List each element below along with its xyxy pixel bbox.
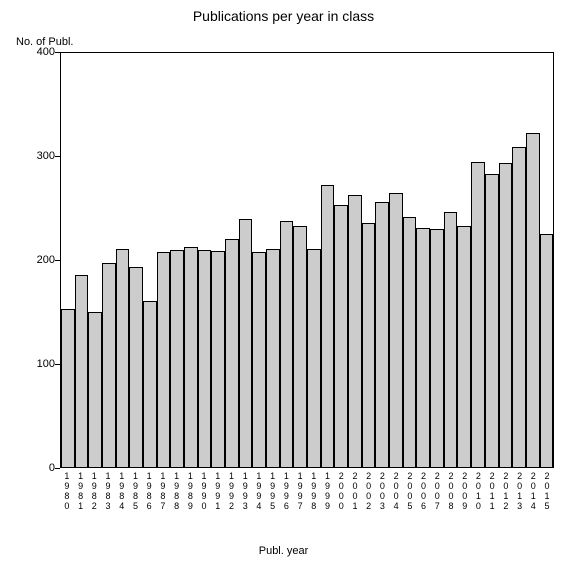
bar [102,263,116,467]
bar [471,162,485,467]
bar [170,250,184,467]
chart-title: Publications per year in class [0,8,567,24]
bar [280,221,294,467]
x-tick-label: 1 9 9 7 [293,472,307,512]
x-tick-label: 1 9 8 4 [115,472,129,512]
x-tick-label: 1 9 9 9 [321,472,335,512]
bar [88,312,102,467]
bar [293,226,307,467]
bar [225,239,239,467]
x-tick-label: 2 0 0 6 [417,472,431,512]
plot-area [60,52,554,468]
x-tick-label: 1 9 9 5 [266,472,280,512]
bar [307,249,321,467]
y-tick-label: 200 [37,254,55,266]
chart-container: Publications per year in class No. of Pu… [0,0,567,567]
bar [430,229,444,467]
x-tick-label: 1 9 8 1 [74,472,88,512]
bar [348,195,362,467]
x-tick-label: 2 0 0 4 [389,472,403,512]
x-axis-title: Publ. year [0,545,567,557]
x-tick-label: 1 9 9 3 [238,472,252,512]
bar [143,301,157,467]
x-tick-label: 1 9 8 0 [60,472,74,512]
bar [540,234,554,467]
bar [403,217,417,467]
x-tick-label: 2 0 0 1 [348,472,362,512]
bar [512,147,526,467]
bar [334,205,348,467]
bar [239,219,253,467]
bar [389,193,403,467]
bar [211,251,225,467]
bar [416,228,430,467]
x-tick-label: 1 9 9 8 [307,472,321,512]
x-tick-label: 2 0 1 2 [499,472,513,512]
bar [444,212,458,467]
bar [375,202,389,467]
bar [252,252,266,467]
x-tick-label: 2 0 0 8 [444,472,458,512]
bar [75,275,89,468]
bar [526,133,540,467]
x-tick-label: 1 9 8 8 [170,472,184,512]
x-tick-label: 2 0 0 0 [334,472,348,512]
bar [362,223,376,467]
bar [61,309,75,467]
x-tick-label: 1 9 8 9 [183,472,197,512]
bar [457,226,471,467]
y-tick-label: 100 [37,358,55,370]
x-tick-label: 1 9 9 2 [225,472,239,512]
x-tick-label: 2 0 0 3 [376,472,390,512]
bar [321,185,335,467]
y-tick-label: 400 [37,46,55,58]
x-tick-label: 1 9 8 7 [156,472,170,512]
x-tick-label: 1 9 9 4 [252,472,266,512]
x-tick-label: 2 0 1 1 [485,472,499,512]
x-tick-label: 2 0 0 9 [458,472,472,512]
x-tick-label: 2 0 0 7 [430,472,444,512]
bar [116,249,130,467]
bar [157,252,171,467]
x-tick-label: 1 9 8 6 [142,472,156,512]
bars-wrap [61,53,553,467]
bar [198,250,212,467]
x-tick-label: 1 9 8 2 [87,472,101,512]
bar [184,247,198,467]
x-tick-label: 2 0 1 0 [472,472,486,512]
x-tick-label: 2 0 1 4 [526,472,540,512]
bar [499,163,513,467]
x-tick-label: 2 0 1 5 [540,472,554,512]
bar [485,174,499,467]
bar [266,249,280,467]
x-tick-label: 1 9 8 3 [101,472,115,512]
x-tick-label: 2 0 0 2 [362,472,376,512]
x-tick-label: 1 9 8 5 [129,472,143,512]
x-tick-label: 1 9 9 6 [280,472,294,512]
x-tick-label: 2 0 1 3 [513,472,527,512]
y-tick-label: 300 [37,150,55,162]
x-tick-label: 1 9 9 1 [211,472,225,512]
x-tick-label: 1 9 9 0 [197,472,211,512]
x-labels-wrap: 1 9 8 01 9 8 11 9 8 21 9 8 31 9 8 41 9 8… [60,472,554,512]
y-tick [55,468,60,469]
bar [129,267,143,467]
x-tick-label: 2 0 0 5 [403,472,417,512]
